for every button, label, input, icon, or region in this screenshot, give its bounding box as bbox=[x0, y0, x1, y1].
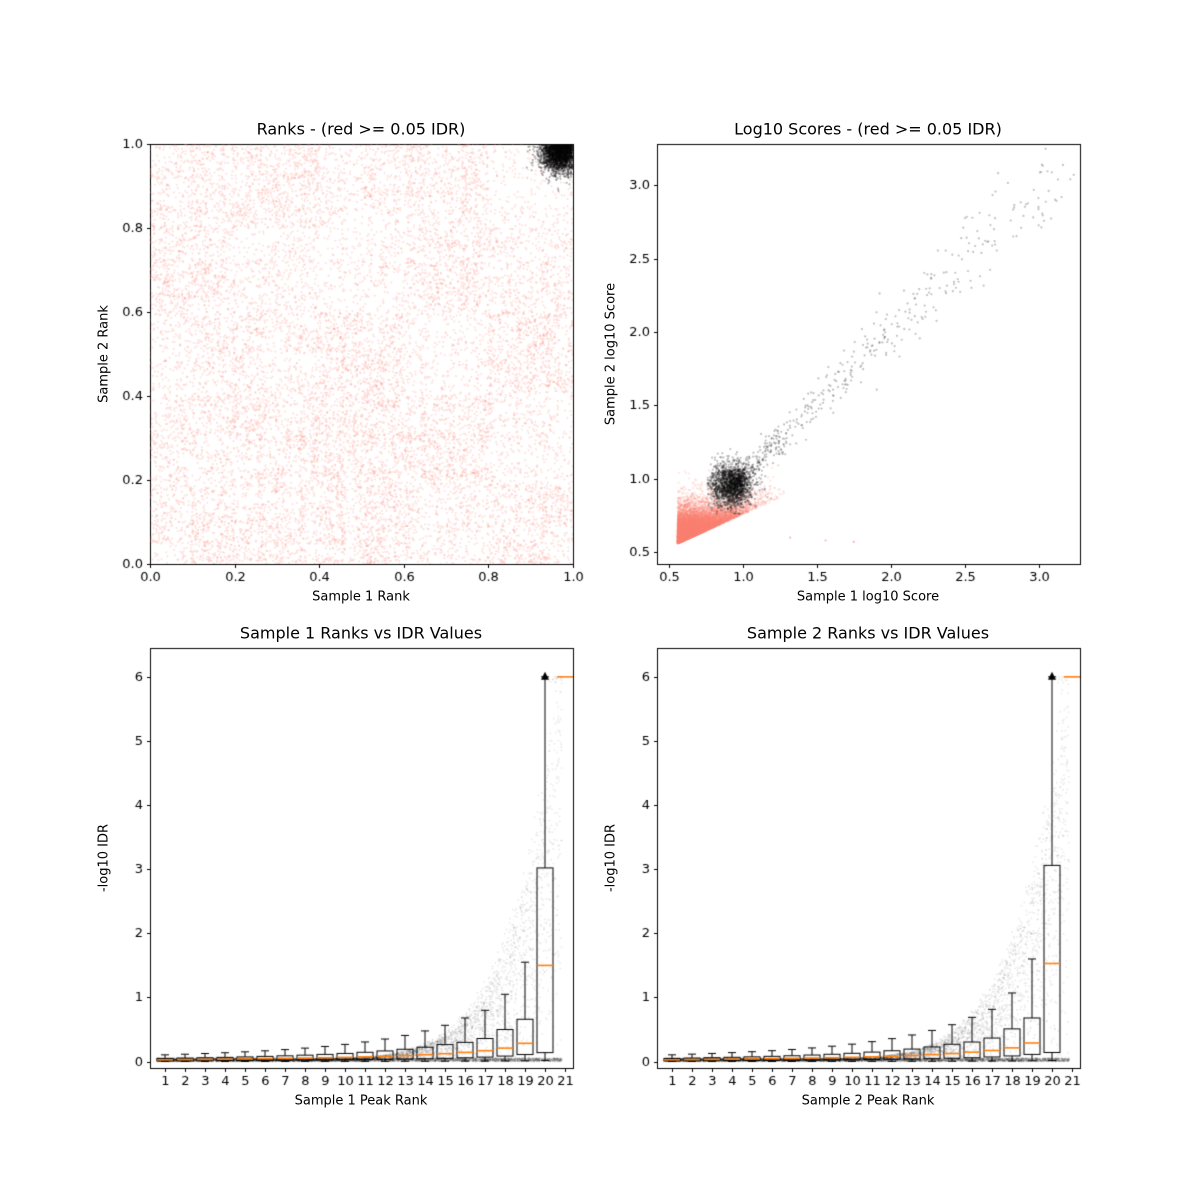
ranks-plot-ylabel: Sample 2 Rank bbox=[96, 305, 112, 403]
ranks-plot-title: Ranks - (red >= 0.05 IDR) bbox=[256, 119, 466, 139]
sample1-idr-plot-ylabel: -log10 IDR bbox=[96, 823, 112, 893]
sample2-idr-plot-xlabel: Sample 2 Peak Rank bbox=[801, 1093, 935, 1109]
sample1-idr-plot-title: Sample 1 Ranks vs IDR Values bbox=[239, 623, 483, 643]
ranks-plot-xlabel: Sample 1 Rank bbox=[312, 589, 410, 605]
scores-plot-title: Log10 Scores - (red >= 0.05 IDR) bbox=[734, 119, 1002, 139]
sample2-idr-plot-title: Sample 2 Ranks vs IDR Values bbox=[746, 623, 990, 643]
sample1-idr-plot-xlabel: Sample 1 Peak Rank bbox=[294, 1093, 428, 1109]
scores-plot-xlabel: Sample 1 log10 Score bbox=[796, 589, 940, 605]
sample2-idr-plot-ylabel: -log10 IDR bbox=[603, 823, 619, 893]
scores-plot-ylabel: Sample 2 log10 Score bbox=[603, 282, 619, 426]
